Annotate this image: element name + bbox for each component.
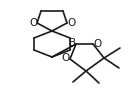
Text: O: O (93, 39, 101, 49)
Text: O: O (62, 53, 70, 63)
Text: O: O (67, 18, 75, 28)
Text: O: O (29, 18, 37, 28)
Text: B: B (69, 38, 77, 48)
